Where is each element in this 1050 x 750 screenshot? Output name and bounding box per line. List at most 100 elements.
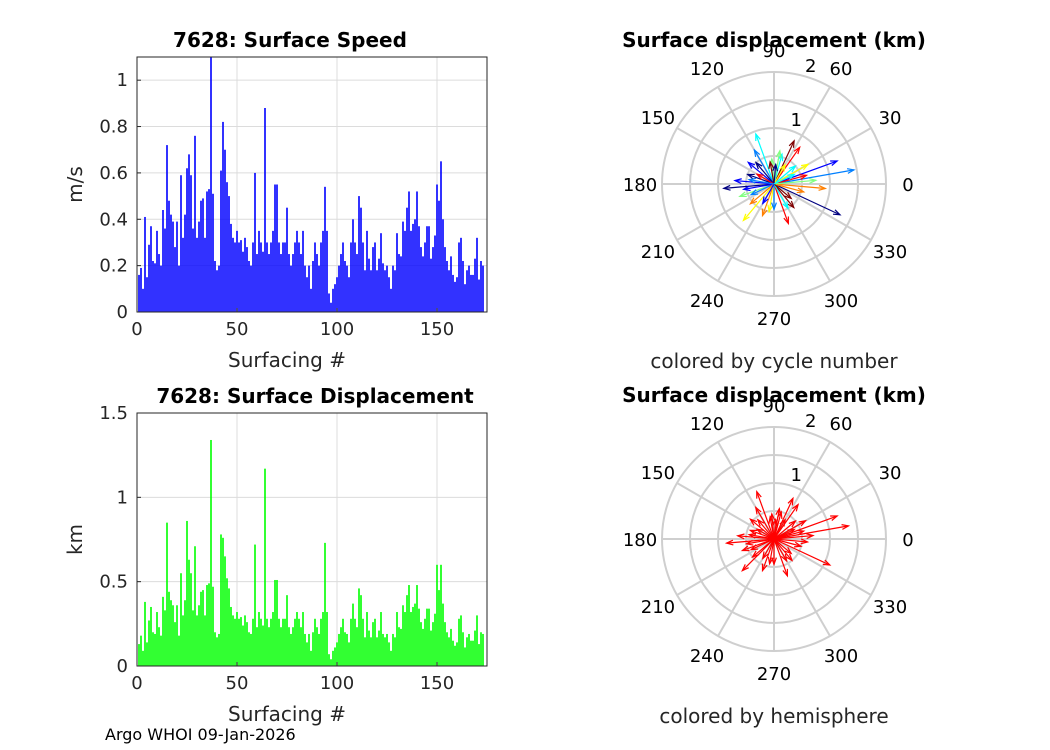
speed-bar (344, 261, 346, 312)
disp-bar (472, 640, 474, 666)
speed-bar (346, 265, 348, 312)
speed-bar (288, 254, 290, 312)
speed-bar (400, 256, 402, 312)
disp-bar (174, 622, 176, 666)
polar_hemi-arrow (773, 538, 793, 561)
polar_hemi-angle-label: 330 (873, 597, 907, 618)
speed-bar (156, 230, 158, 312)
polar_cycle-arrow (742, 183, 775, 221)
disp-bar (270, 618, 272, 666)
speed-bar (294, 242, 296, 312)
speed-bar (228, 196, 230, 312)
speed-bar (368, 258, 370, 312)
disp-ytick-label: 0.5 (99, 572, 128, 593)
speed-bar (460, 237, 462, 312)
polar_cycle-angle-label: 0 (902, 175, 913, 196)
polar_cycle-arrowhead (784, 192, 793, 200)
speed-bar (342, 242, 344, 312)
speed-title: 7628: Surface Speed (173, 28, 407, 52)
disp-bar (192, 610, 194, 666)
speed-bar (250, 265, 252, 312)
speed-bar (414, 219, 416, 312)
disp-bar (144, 601, 146, 666)
disp-bar (204, 615, 206, 666)
speed-bar (246, 247, 248, 312)
polar_cycle-arrowhead (761, 196, 769, 205)
polar_cycle-arrow (755, 133, 775, 185)
polar_cycle-arrow (773, 183, 795, 208)
polar_hemi-arrowhead (768, 515, 775, 524)
speed-bar (252, 242, 254, 312)
disp-bar (414, 603, 416, 666)
polar_cycle-radius-label: 2 (805, 56, 816, 77)
speed-bar (434, 235, 436, 312)
disp-bar (426, 608, 428, 666)
speed-bar (384, 270, 386, 312)
disp-bar (188, 559, 190, 666)
polar_cycle-arrowhead (753, 148, 761, 158)
polar_hemi-arrowhead (830, 515, 839, 521)
disp-bar (316, 627, 318, 666)
disp-xtick-label: 0 (131, 673, 142, 694)
disp-bar (464, 647, 466, 666)
disp-bar (328, 654, 330, 666)
disp-bar (166, 522, 168, 666)
polar_hemi-arrow (773, 515, 838, 540)
polar_cycle-ring (717, 127, 831, 241)
disp-bar (266, 618, 268, 666)
disp-bar (458, 618, 460, 666)
disp-ylabel: km (63, 524, 87, 555)
polar_hemi-arrowhead (787, 528, 796, 535)
speed-bar (168, 200, 170, 312)
disp-bar (442, 603, 444, 666)
speed-xlabel: Surfacing # (228, 348, 346, 372)
speed-bar (190, 175, 192, 312)
speed-bar (266, 242, 268, 312)
polar_hemi-radius-label: 2 (805, 411, 816, 432)
polar_hemi-arrowhead (755, 528, 765, 535)
polar_cycle-arrow (773, 183, 826, 190)
speed-bar (470, 274, 472, 312)
disp-bar (460, 615, 462, 666)
polar_cycle-arrowhead (741, 185, 751, 192)
polar_cycle-arrow (755, 162, 775, 185)
disp-bar (470, 640, 472, 666)
polar_cycle-arrow (747, 161, 775, 185)
speed-bar (424, 242, 426, 312)
polar_cycle-angle-label: 210 (641, 242, 675, 263)
disp-xlabel: Surfacing # (228, 702, 346, 726)
disp-bar (396, 612, 398, 666)
speed-ylabel: m/s (63, 166, 87, 203)
disp-bar (348, 642, 350, 666)
disp-bar (150, 606, 152, 666)
polar_cycle-arrow (773, 183, 789, 209)
speed-bar (376, 270, 378, 312)
disp-bar (402, 605, 404, 666)
disp-bar (466, 637, 468, 666)
disp-bar (220, 534, 222, 666)
disp-xtick-label: 50 (226, 673, 249, 694)
polar_hemi-arrow (773, 538, 792, 554)
polar_hemi-arrowhead (822, 559, 832, 566)
polar_hemi-arrowhead (756, 489, 762, 499)
disp-bar (142, 650, 144, 666)
disp-bar (476, 615, 478, 666)
polar_hemi-arrowhead (740, 545, 750, 552)
disp-bar (422, 628, 424, 666)
disp-bar (158, 627, 160, 666)
speed-bar (138, 274, 140, 312)
disp-bar (450, 628, 452, 666)
speed-bar (356, 254, 358, 312)
disp-bar (332, 650, 334, 666)
polar_hemi-angle-label: 210 (641, 597, 675, 618)
disp-bar (308, 633, 310, 666)
speed-bar (192, 228, 194, 312)
speed-bar (348, 277, 350, 312)
polar_cycle-arrow (750, 183, 775, 196)
polar_hemi-arrowhead (782, 568, 789, 578)
disp-ytick-label: 0 (117, 656, 128, 677)
speed-bar (316, 254, 318, 312)
speed-bar (362, 242, 364, 312)
polar_hemi-angle-label: 270 (757, 664, 791, 685)
